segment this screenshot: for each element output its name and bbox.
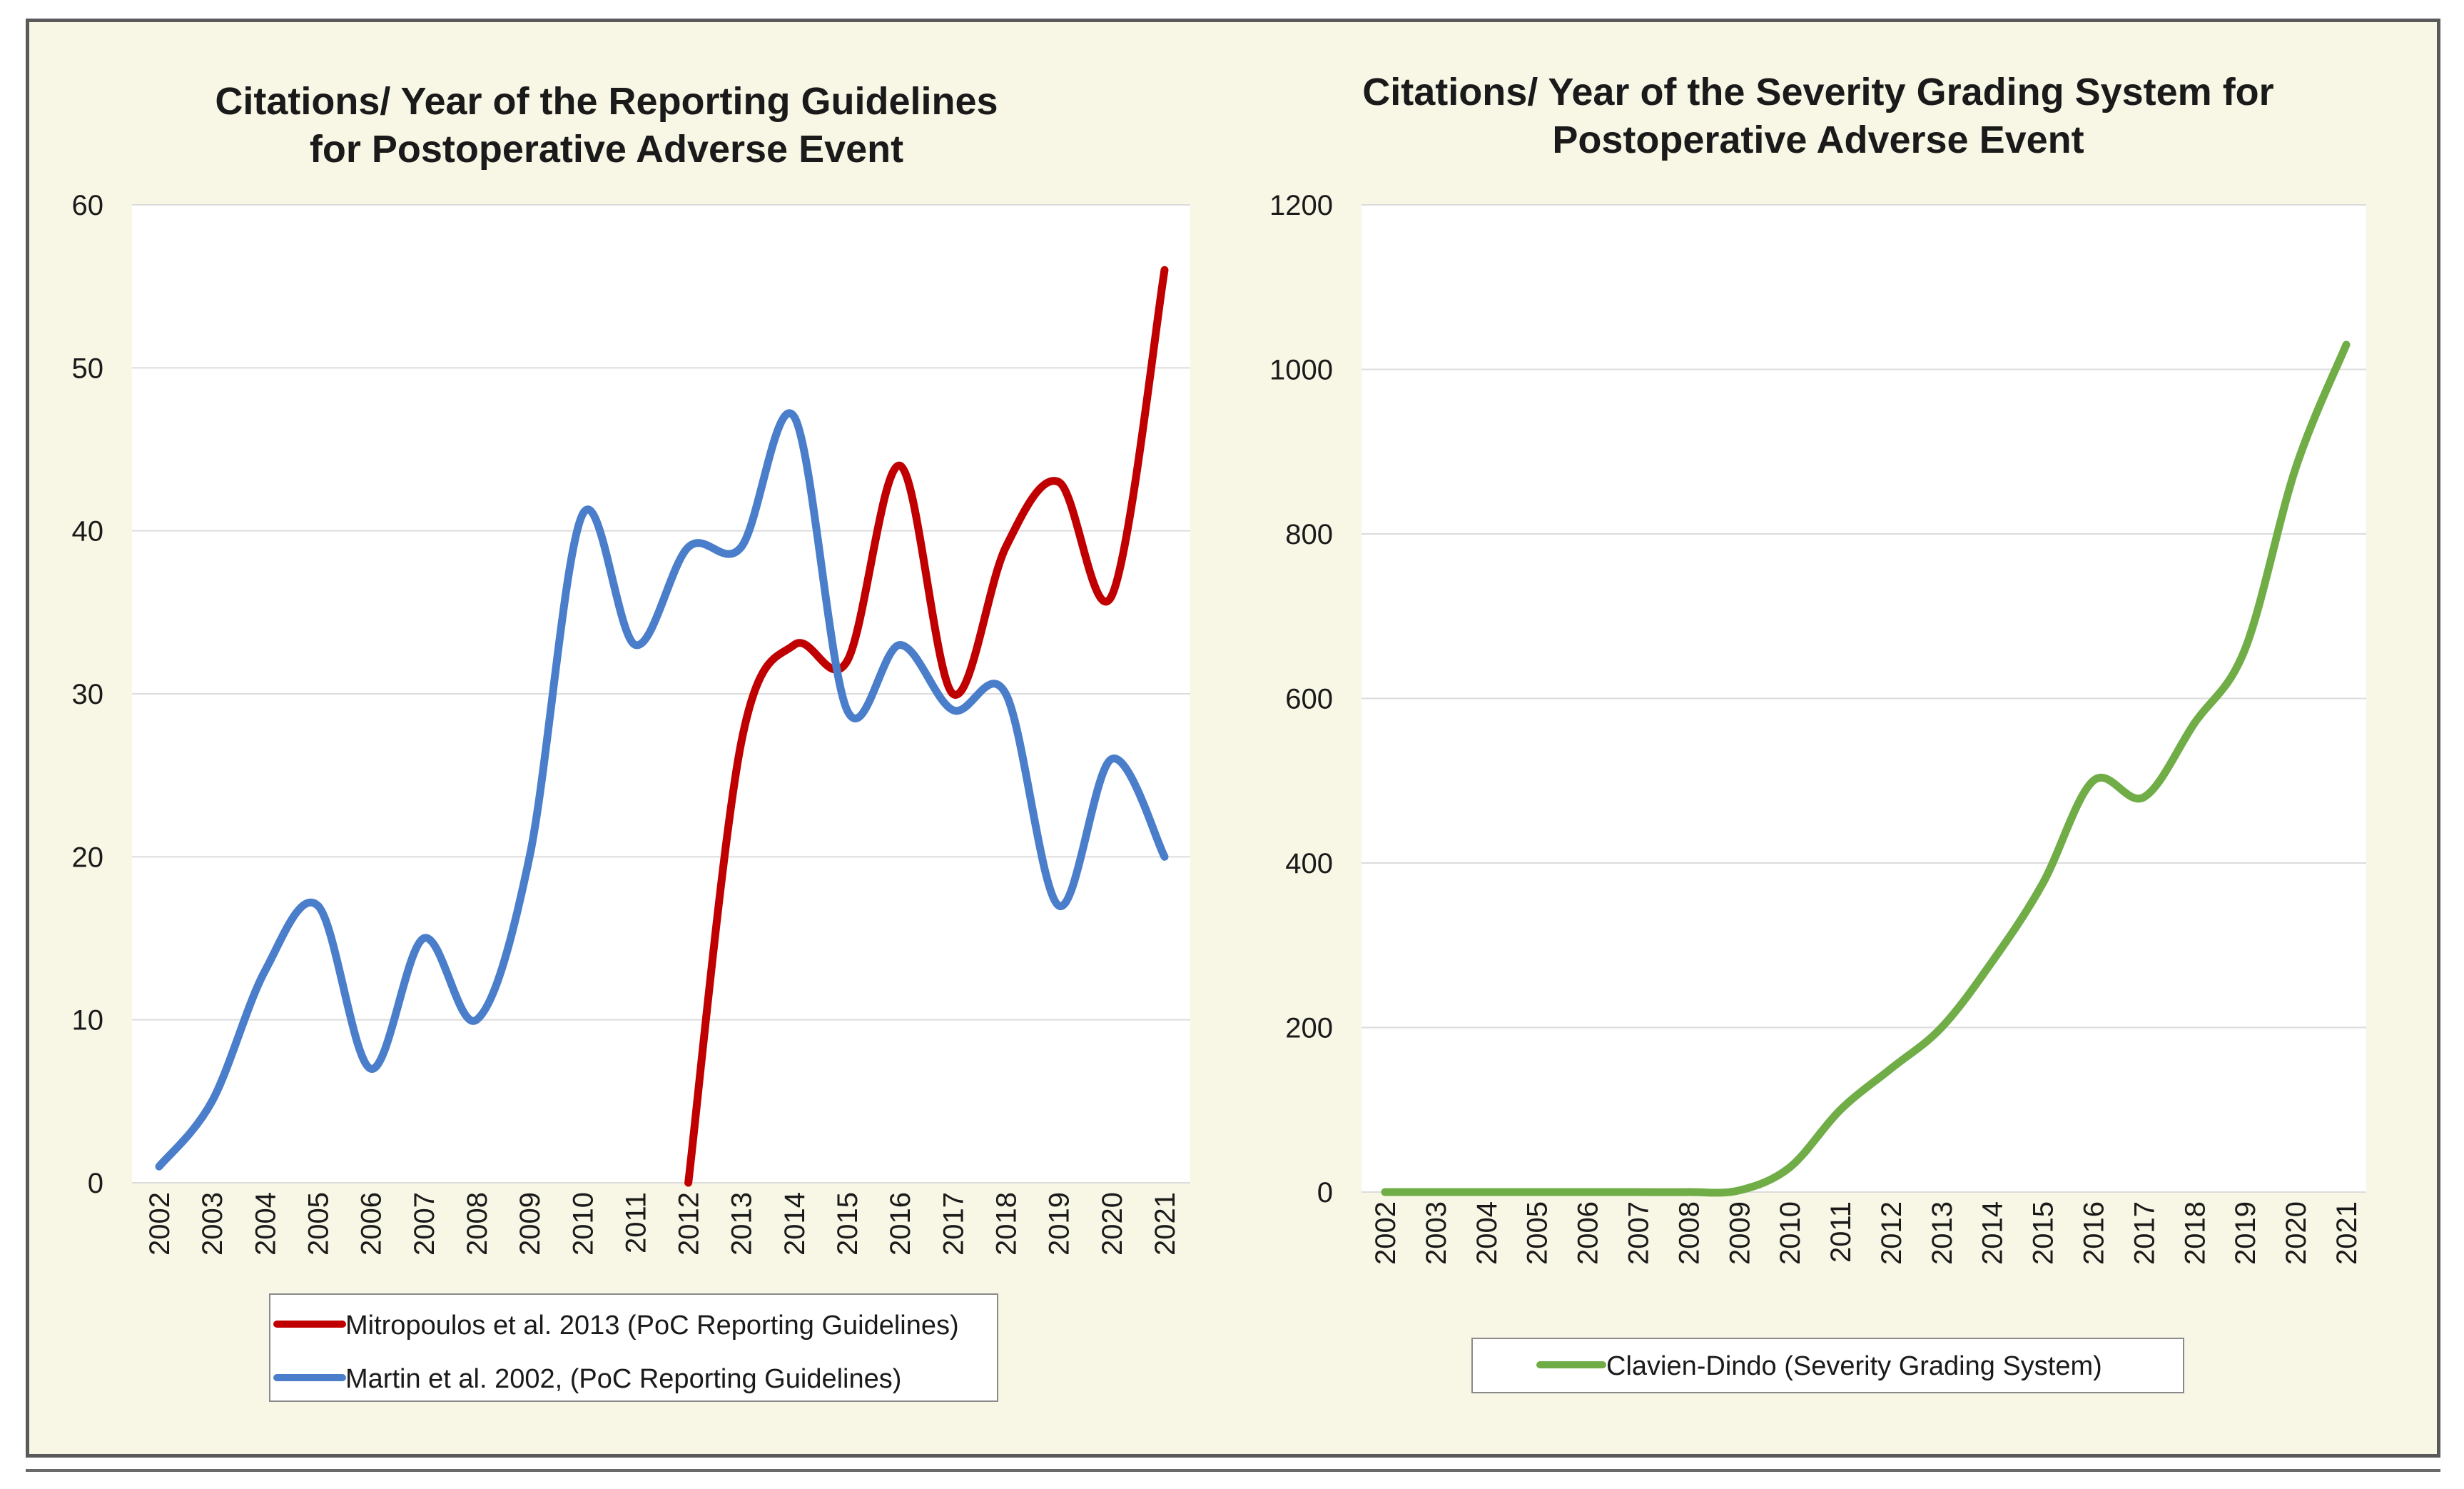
x-tick-label-2005: 2005	[1522, 1201, 1553, 1265]
x-tick-label-2010: 2010	[1775, 1201, 1806, 1265]
series-line	[684, 266, 1169, 1187]
y-tick-label-400: 400	[1285, 848, 1333, 879]
x-tick-label-2002: 2002	[144, 1192, 176, 1256]
series-line	[155, 409, 1169, 1171]
left-chart-title-line-2: for Postoperative Adverse Event	[310, 128, 903, 171]
x-tick-label-2019: 2019	[1044, 1192, 1075, 1256]
legend-label-clavien-dindo: Clavien-Dindo (Severity Grading System)	[1606, 1351, 2102, 1381]
x-tick-label-2015: 2015	[832, 1192, 863, 1256]
left-chart: Citations/ Year of the Reporting Guideli…	[72, 80, 1190, 1402]
y-tick-label-60: 60	[72, 190, 104, 221]
x-tick-label-2018: 2018	[991, 1192, 1023, 1256]
x-tick-label-2013: 2013	[1927, 1201, 1958, 1265]
left-series-lines	[155, 266, 1169, 1187]
x-tick-label-2013: 2013	[726, 1192, 758, 1256]
right-y-tick-labels: 0 200 400 600 800 1000 1200	[1269, 190, 1333, 1208]
x-tick-label-2006: 2006	[1573, 1201, 1604, 1265]
right-x-tick-labels: 2002 2003 2004 2005 2006 2007 2008 2009 2010 2011…	[1370, 1201, 2363, 1265]
left-legend-box	[269, 1293, 998, 1402]
x-tick-label-2018: 2018	[2179, 1201, 2211, 1265]
x-tick-label-2011: 2011	[1825, 1201, 1857, 1263]
x-tick-label-2011: 2011	[620, 1192, 652, 1253]
x-tick-label-2016: 2016	[885, 1192, 916, 1256]
x-tick-label-2010: 2010	[567, 1192, 599, 1256]
x-tick-label-2021: 2021	[2331, 1201, 2363, 1265]
left-y-tick-labels: 0 10 20 30 40 50 60	[72, 190, 104, 1199]
legend-label-martin: Martin et al. 2002, (PoC Reporting Guide…	[345, 1364, 901, 1394]
legend-label-mitropoulos: Mitropoulos et al. 2013 (PoC Reporting G…	[345, 1311, 959, 1341]
x-tick-label-2009: 2009	[1724, 1201, 1755, 1265]
y-tick-label-10: 10	[72, 1005, 104, 1036]
y-tick-label-600: 600	[1285, 684, 1333, 715]
series-line	[1381, 340, 2351, 1197]
x-tick-label-2012: 2012	[674, 1192, 705, 1256]
x-tick-label-2003: 2003	[1421, 1201, 1452, 1265]
x-tick-label-2006: 2006	[356, 1192, 387, 1256]
right-series-lines	[1381, 340, 2351, 1197]
y-tick-label-800: 800	[1285, 519, 1333, 550]
x-tick-label-2008: 2008	[1673, 1201, 1705, 1265]
right-chart-title-line-1: Citations/ Year of the Severity Grading …	[1362, 71, 2273, 113]
x-tick-label-2004: 2004	[250, 1192, 281, 1256]
x-tick-label-2003: 2003	[197, 1192, 228, 1256]
x-tick-label-2017: 2017	[2129, 1201, 2160, 1265]
x-tick-label-2020: 2020	[2281, 1201, 2312, 1265]
y-tick-label-0: 0	[1317, 1177, 1333, 1208]
x-tick-label-2020: 2020	[1097, 1192, 1128, 1256]
bottom-rule	[26, 1469, 2440, 1472]
series-mitropoulos-et-al-2013-poc-reporting-gui	[684, 266, 1169, 1187]
right-chart: Citations/ Year of the Severity Grading …	[1269, 71, 2366, 1393]
y-tick-label-0: 0	[88, 1168, 103, 1199]
x-tick-label-2007: 2007	[1623, 1201, 1654, 1265]
left-legend: Mitropoulos et al. 2013 (PoC Reporting G…	[269, 1293, 998, 1402]
x-tick-label-2015: 2015	[2028, 1201, 2059, 1265]
y-tick-label-30: 30	[72, 679, 104, 710]
y-tick-label-200: 200	[1285, 1013, 1333, 1044]
left-chart-title-line-1: Citations/ Year of the Reporting Guideli…	[215, 80, 998, 123]
right-legend: Clavien-Dindo (Severity Grading System)	[1471, 1338, 2184, 1393]
x-tick-label-2012: 2012	[1876, 1201, 1907, 1265]
right-chart-title-line-2: Postoperative Adverse Event	[1552, 118, 2084, 161]
x-tick-label-2016: 2016	[2079, 1201, 2110, 1265]
y-tick-label-50: 50	[72, 353, 104, 384]
series-clavien-dindo-severity-grading-system	[1381, 340, 2351, 1197]
x-tick-label-2004: 2004	[1471, 1201, 1503, 1265]
x-tick-label-2014: 2014	[779, 1192, 811, 1256]
x-tick-label-2019: 2019	[2230, 1201, 2261, 1265]
y-tick-label-20: 20	[72, 842, 104, 873]
x-tick-label-2014: 2014	[1977, 1201, 2009, 1265]
x-tick-label-2017: 2017	[938, 1192, 969, 1256]
x-tick-label-2008: 2008	[462, 1192, 493, 1256]
x-tick-label-2009: 2009	[514, 1192, 546, 1256]
x-tick-label-2002: 2002	[1370, 1201, 1401, 1265]
x-tick-label-2005: 2005	[303, 1192, 334, 1256]
left-x-tick-labels: 2002 2003 2004 2005 2006 2007 2008 2009 2010 2011…	[144, 1192, 1181, 1256]
y-tick-label-40: 40	[72, 516, 104, 547]
y-tick-label-1200: 1200	[1269, 190, 1333, 221]
x-tick-label-2021: 2021	[1150, 1192, 1181, 1256]
series-martin-et-al-2002-poc-reporting-guidelin	[155, 409, 1169, 1171]
y-tick-label-1000: 1000	[1269, 355, 1333, 386]
x-tick-label-2007: 2007	[409, 1192, 440, 1256]
